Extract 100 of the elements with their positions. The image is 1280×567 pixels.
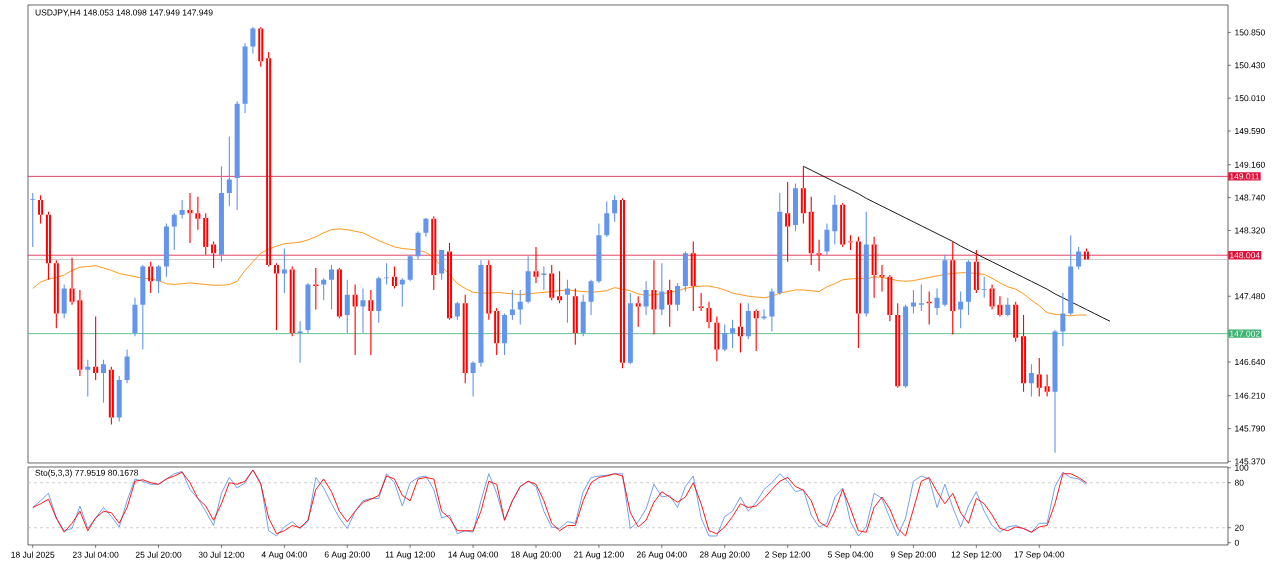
candlestick [258, 26, 264, 67]
candlestick [816, 239, 822, 272]
candlestick [368, 289, 374, 355]
candlestick [187, 192, 193, 243]
x-tick-label: 5 Sep 04:00 [827, 551, 874, 560]
candlestick [848, 235, 854, 251]
candlestick [989, 284, 995, 310]
candlestick [549, 264, 555, 301]
candlestick [918, 284, 924, 312]
x-tick-label: 26 Aug 04:00 [636, 551, 687, 560]
line-series [802, 165, 1111, 322]
candlestick [352, 284, 358, 355]
candlestick [619, 198, 626, 369]
candlestick [297, 321, 303, 363]
candlestick [45, 211, 51, 280]
candlestick [785, 181, 791, 262]
candlestick [289, 266, 295, 337]
candlestick [494, 307, 500, 355]
candlestick [384, 263, 390, 285]
candlestick [572, 288, 578, 345]
y-tick-label: 146.640 [1235, 358, 1265, 365]
chart-title: USDJPY,H4 148.053 148.098 147.949 147.949 [35, 9, 213, 17]
candlestick [840, 203, 846, 247]
x-tick-label: 14 Aug 04:00 [448, 551, 499, 560]
candlestick [391, 266, 397, 289]
candlestick [635, 296, 641, 327]
candlestick [879, 264, 885, 292]
candlestick [950, 241, 956, 335]
candlestick [148, 261, 154, 294]
y-tick-label: 146.210 [1235, 392, 1265, 399]
y-tick-label: 150.430 [1235, 62, 1265, 69]
candlestick [211, 241, 217, 269]
candlestick [273, 263, 280, 330]
y-tick-label: 148.320 [1235, 227, 1265, 234]
candlestick [997, 296, 1003, 317]
candlestick [30, 192, 36, 247]
candlestick [651, 260, 657, 335]
candlestick [1083, 248, 1089, 260]
y-tick-label: 20 [1234, 524, 1244, 531]
candlestick [93, 316, 99, 380]
x-tick-label: 21 Aug 12:00 [574, 551, 624, 560]
x-tick-label: 11 Aug 12:00 [385, 551, 435, 560]
candlestick [1052, 329, 1058, 453]
candlestick [557, 271, 563, 304]
candlestick [195, 196, 201, 230]
candlestick [462, 294, 468, 384]
candlestick [973, 250, 979, 294]
candlestick [588, 279, 594, 316]
candlestick [706, 301, 712, 329]
candlestick [53, 260, 59, 329]
candlestick [431, 216, 437, 290]
x-tick-label: 12 Sep 12:00 [951, 551, 1002, 560]
y-tick-label: 148.740 [1235, 194, 1265, 201]
x-tick-label: 30 Jul 12:00 [198, 551, 245, 558]
candlestick [1013, 301, 1019, 342]
x-tick-label: 25 Jul 20:00 [135, 551, 182, 558]
candlestick [336, 268, 342, 319]
candlestick [77, 289, 83, 377]
y-tick-label: 149.590 [1235, 128, 1265, 135]
candlestick [564, 279, 570, 323]
candlestick [895, 303, 901, 388]
candlestick [667, 279, 673, 327]
y-tick-label: 147.480 [1235, 293, 1265, 300]
y-tick-label: 145.790 [1235, 425, 1265, 432]
x-tick-label: 28 Aug 20:00 [699, 551, 750, 560]
candlestick [533, 246, 539, 283]
ref-line-label: 149.011 [1230, 173, 1260, 180]
candlestick [934, 288, 940, 316]
ref-line-label: 147.002 [1230, 330, 1260, 337]
candlestick [855, 236, 861, 348]
candlestick [360, 288, 366, 334]
candlestick [203, 213, 209, 255]
line-series [32, 469, 1087, 537]
candlestick [737, 303, 743, 353]
x-tick-label: 2 Sep 12:00 [765, 551, 811, 560]
candlestick [313, 268, 319, 310]
y-tick-label: 0 [1234, 539, 1239, 546]
y-tick-label: 80 [1234, 479, 1244, 486]
candlestick [714, 316, 720, 362]
x-tick-label: 6 Aug 20:00 [324, 551, 370, 560]
candlestick [690, 241, 696, 312]
x-tick-label: 4 Aug 04:00 [261, 551, 307, 560]
candlestick [871, 236, 877, 298]
y-tick-label: 150.850 [1235, 29, 1265, 36]
candlestick [753, 309, 759, 352]
candlestick [981, 276, 987, 298]
candlestick [887, 275, 893, 322]
candlestick [1044, 374, 1050, 397]
candlestick [761, 309, 767, 320]
y-tick-label: 149.160 [1235, 161, 1265, 168]
x-tick-label: 23 Jul 04:00 [72, 551, 119, 558]
candlestick [698, 293, 704, 312]
candlestick [446, 242, 453, 320]
ref-line-label: 148.004 [1230, 252, 1260, 259]
y-tick-label: 150.010 [1235, 95, 1265, 102]
candlestick [926, 291, 932, 325]
candlestick [38, 195, 44, 224]
y-tick-label: 100 [1235, 464, 1249, 471]
candlestick [1036, 358, 1042, 397]
candlestick [486, 260, 492, 320]
